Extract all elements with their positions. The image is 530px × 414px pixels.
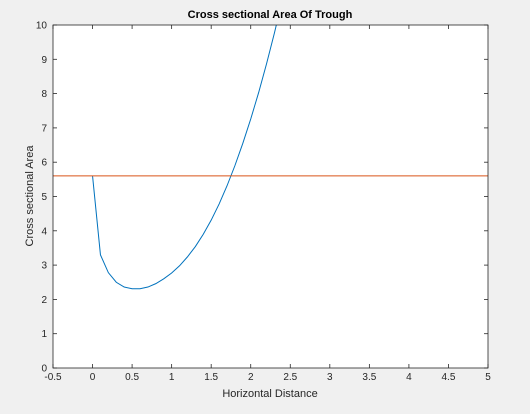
series-layer [53, 25, 488, 290]
y-tick-label: 10 [36, 21, 48, 32]
x-tick-label: 3.5 [362, 372, 376, 383]
x-tick-label: 5 [485, 372, 491, 383]
y-axis-label: Cross sectional Area [24, 145, 36, 247]
y-tick-label: 0 [41, 364, 47, 375]
x-tick-label: 2.5 [283, 372, 297, 383]
chart-title: Cross sectional Area Of Trough [188, 9, 353, 21]
x-tick-label: 1 [169, 372, 175, 383]
plot-area [53, 25, 488, 368]
x-tick-label: 0 [90, 372, 96, 383]
y-tick-label: 2 [41, 295, 47, 306]
y-tick-label: 9 [41, 55, 47, 66]
y-tick-label: 4 [41, 226, 47, 237]
series-line-0 [92, 25, 277, 290]
x-tick-label: 1.5 [204, 372, 218, 383]
x-tick-label: 4 [406, 372, 412, 383]
x-tick-label: 2 [248, 372, 254, 383]
y-tick-label: 3 [41, 261, 47, 272]
x-tick-label: 0.5 [125, 372, 139, 383]
x-tick-label: 4.5 [442, 372, 456, 383]
y-tick-label: 8 [41, 89, 47, 100]
y-tick-label: 6 [41, 158, 47, 169]
y-tick-label: 7 [41, 123, 47, 134]
axes-box [52, 24, 489, 369]
y-tick-label: 1 [41, 329, 47, 340]
x-axis-label: Horizontal Distance [222, 388, 317, 400]
x-tick-label: 3 [327, 372, 333, 383]
y-tick-label: 5 [41, 192, 47, 203]
x-tick-label: -0.5 [44, 372, 62, 383]
